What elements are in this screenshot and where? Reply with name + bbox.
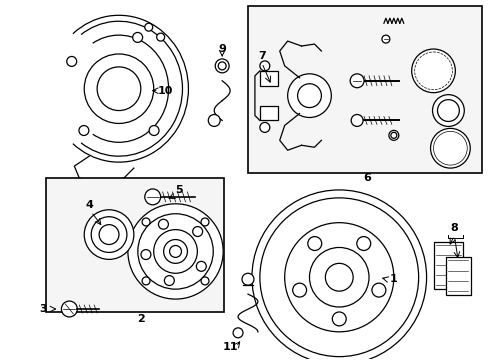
Circle shape [79,126,89,135]
Circle shape [325,264,352,291]
Circle shape [192,226,202,237]
Circle shape [164,276,174,285]
Circle shape [144,189,161,205]
Circle shape [259,61,269,71]
Circle shape [390,132,396,138]
Circle shape [432,95,463,126]
Text: 6: 6 [363,173,370,183]
Circle shape [91,217,127,252]
Text: 8: 8 [449,222,457,233]
Bar [259,105,277,121]
Circle shape [251,190,426,360]
Circle shape [61,301,77,317]
Circle shape [67,57,77,66]
Circle shape [132,32,142,42]
Circle shape [356,237,370,251]
Circle shape [437,100,458,121]
Circle shape [169,246,181,257]
Bar [247,6,481,173]
Circle shape [201,218,208,226]
Circle shape [429,129,469,168]
Text: 7: 7 [258,51,265,61]
Circle shape [218,62,225,70]
Text: 11: 11 [222,342,237,352]
Circle shape [411,49,454,93]
Bar [259,71,277,86]
Circle shape [99,225,119,244]
Circle shape [84,54,153,123]
Circle shape [141,249,151,260]
Circle shape [307,237,321,251]
Circle shape [201,277,208,285]
Circle shape [149,126,159,135]
Text: 4: 4 [85,200,93,210]
Circle shape [259,122,269,132]
Circle shape [156,33,164,41]
Text: 10: 10 [158,86,173,96]
Circle shape [433,131,467,165]
Circle shape [144,23,152,31]
Circle shape [388,130,398,140]
Circle shape [142,218,150,226]
Circle shape [259,198,418,357]
Circle shape [436,134,463,162]
Text: 5: 5 [174,185,182,195]
Circle shape [128,204,223,299]
Text: 3: 3 [40,304,47,314]
Circle shape [287,74,331,117]
Circle shape [350,114,362,126]
Circle shape [292,283,306,297]
Circle shape [371,283,385,297]
Text: 1: 1 [389,274,397,284]
Circle shape [163,239,187,264]
Circle shape [332,312,346,326]
Circle shape [84,210,134,260]
Circle shape [309,247,368,307]
Text: 9: 9 [218,44,225,54]
Circle shape [349,74,364,88]
Circle shape [297,84,321,108]
Bar [433,242,462,289]
Circle shape [414,52,451,90]
Circle shape [97,67,141,111]
Circle shape [215,59,229,73]
Text: 2: 2 [137,314,144,324]
Bar [446,257,470,295]
Circle shape [196,261,206,271]
Circle shape [153,230,197,273]
Circle shape [381,35,389,43]
Bar [45,178,224,312]
Circle shape [233,328,243,338]
Circle shape [417,55,448,87]
Circle shape [284,223,393,332]
Circle shape [138,214,213,289]
Circle shape [142,277,150,285]
Circle shape [158,219,168,229]
Circle shape [242,273,253,285]
Circle shape [208,114,220,126]
